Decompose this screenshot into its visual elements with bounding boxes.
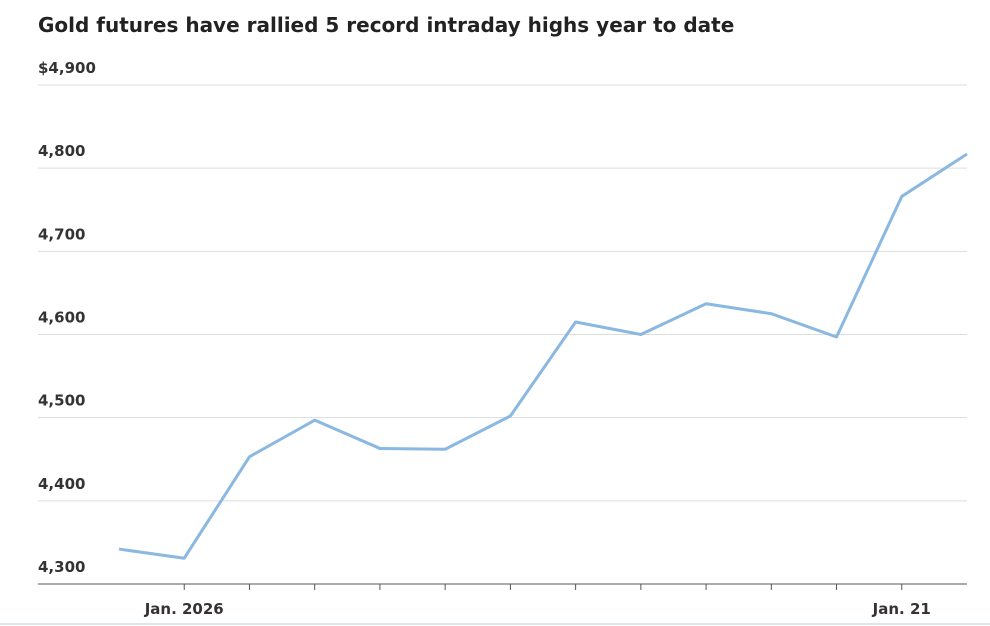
y-tick-label: 4,500 xyxy=(38,392,85,410)
y-tick-label: 4,300 xyxy=(38,558,85,576)
chart-title: Gold futures have rallied 5 record intra… xyxy=(38,13,734,37)
y-tick-label: 4,800 xyxy=(38,142,85,160)
y-tick-label: $4,900 xyxy=(38,59,96,77)
line xyxy=(118,152,968,560)
y-tick-label: 4,700 xyxy=(38,225,85,243)
x-tick-label: Jan. 21 xyxy=(872,600,931,618)
y-tick-label: 4,600 xyxy=(38,309,85,327)
y-tick-label: 4,400 xyxy=(38,475,85,493)
x-tick-label: Jan. 2026 xyxy=(144,600,224,618)
